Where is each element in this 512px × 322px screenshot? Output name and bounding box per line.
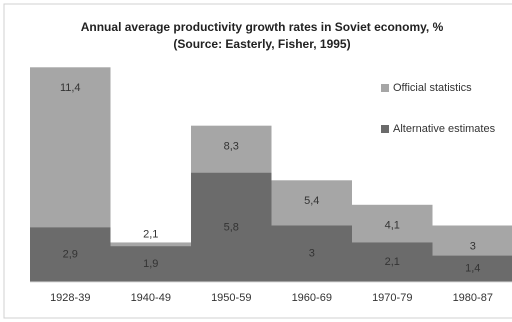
data-label: 2,9	[63, 249, 78, 261]
x-tick-label: 1940-49	[131, 292, 171, 304]
x-tick-label: 1928-39	[50, 292, 90, 304]
legend-label: Official statistics	[393, 82, 472, 94]
legend-label: Alternative estimates	[393, 123, 496, 135]
legend-swatch	[381, 84, 389, 92]
bar	[110, 246, 191, 282]
bar	[271, 225, 352, 282]
data-label: 8,3	[224, 141, 239, 153]
data-label: 3	[470, 240, 476, 252]
data-label: 3	[309, 248, 315, 260]
chart-title: Annual average productivity growth rates…	[81, 20, 444, 34]
data-label: 1,4	[465, 263, 480, 275]
data-label: 2,1	[385, 256, 400, 268]
x-tick-label: 1950-59	[211, 292, 251, 304]
data-label: 4,1	[385, 220, 400, 232]
data-label: 2,1	[143, 228, 158, 240]
legend-swatch	[381, 125, 389, 133]
data-label: 5,4	[304, 195, 319, 207]
bar	[191, 172, 272, 282]
data-label: 1,9	[143, 258, 158, 270]
x-tick-label: 1980-87	[453, 292, 493, 304]
x-tick-label: 1970-79	[372, 292, 412, 304]
bar	[30, 227, 111, 282]
x-tick-label: 1960-69	[292, 292, 332, 304]
data-label: 5,8	[224, 221, 239, 233]
bar	[352, 242, 433, 282]
bar	[432, 255, 512, 282]
data-label: 11,4	[60, 82, 81, 94]
chart-subtitle: (Source: Easterly, Fisher, 1995)	[173, 37, 350, 51]
